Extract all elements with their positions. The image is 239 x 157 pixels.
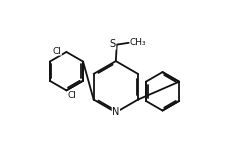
Text: CH₃: CH₃: [129, 38, 146, 47]
Text: S: S: [110, 39, 116, 49]
Text: N: N: [112, 107, 120, 117]
Text: Cl: Cl: [53, 46, 62, 56]
Text: Cl: Cl: [67, 91, 76, 100]
